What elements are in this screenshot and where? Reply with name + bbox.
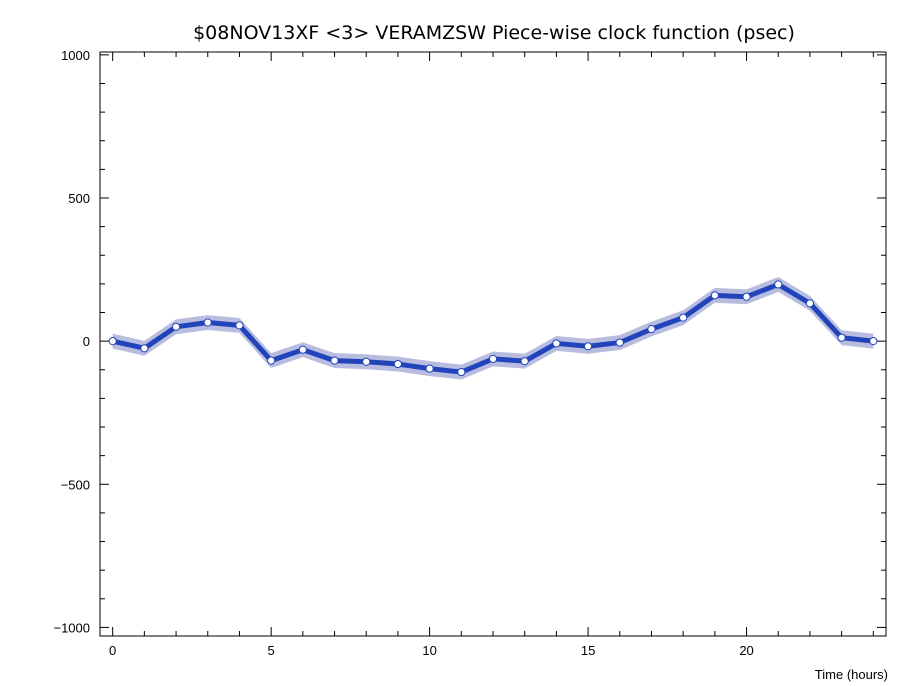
- y-tick-label: 1000: [61, 48, 90, 63]
- data-point: [140, 344, 149, 353]
- x-tick-label: 5: [268, 643, 275, 658]
- data-point: [171, 322, 181, 331]
- data-point: [552, 339, 561, 348]
- y-tick-label: 0: [83, 334, 90, 349]
- data-point: [393, 359, 403, 369]
- data-point: [679, 313, 688, 322]
- data-point: [710, 291, 719, 300]
- x-tick-label: 20: [739, 643, 753, 658]
- data-point: [837, 333, 846, 342]
- data-point: [805, 299, 815, 308]
- data-point: [457, 367, 466, 377]
- data-point: [615, 338, 624, 347]
- tick-labels: 1000 500 0 −500 −1000 0 5 10 15 20: [53, 48, 753, 658]
- chart-title: $08NOV13XF <3> VERAMZSW Piece-wise clock…: [193, 22, 795, 44]
- data-point: [108, 337, 117, 346]
- x-tick-label: 0: [109, 643, 116, 658]
- data-point: [742, 292, 751, 301]
- x-tick-label: 15: [581, 643, 595, 658]
- data-point: [869, 337, 878, 346]
- y-tick-label: −500: [61, 477, 90, 492]
- data-point: [267, 356, 276, 365]
- axis-ticks: [100, 52, 886, 636]
- plot-area: [99, 51, 887, 637]
- x-axis-label: Time (hours): [815, 667, 888, 682]
- data-point: [203, 318, 212, 327]
- y-tick-label: −1000: [53, 620, 90, 635]
- data-point: [774, 280, 783, 289]
- data-point: [488, 354, 498, 363]
- data-point: [362, 357, 371, 366]
- data-point: [647, 325, 656, 334]
- data-point: [298, 345, 307, 354]
- uncertainty-band: [112, 277, 874, 380]
- data-point: [425, 364, 434, 373]
- data-point: [520, 357, 529, 366]
- data-point: [583, 342, 593, 351]
- data-point: [235, 321, 244, 330]
- y-tick-label: 500: [68, 191, 90, 206]
- plot-frame: [99, 51, 887, 637]
- x-tick-label: 10: [422, 643, 436, 658]
- data-point: [330, 356, 339, 365]
